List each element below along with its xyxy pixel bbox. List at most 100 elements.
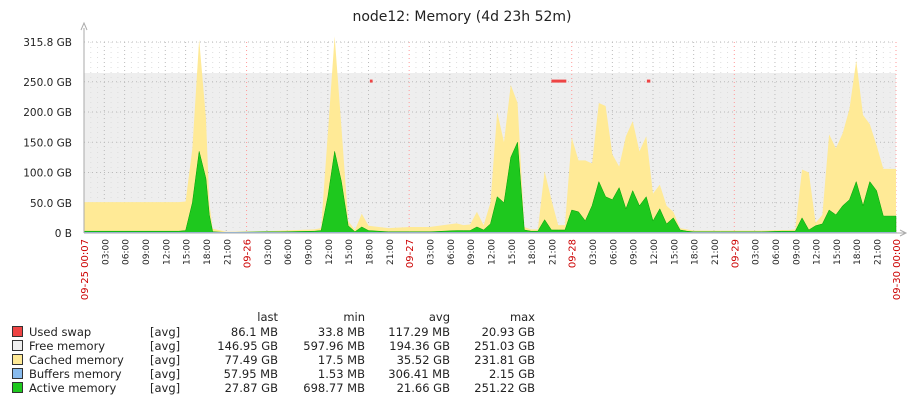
x-time-label: 03:00 xyxy=(101,239,111,265)
legend-fn: [avg] xyxy=(150,353,181,367)
legend-name: Buffers memory xyxy=(29,367,122,381)
legend-avg: 117.29 MB xyxy=(388,325,450,339)
x-time-label: 15:00 xyxy=(833,239,843,265)
legend-last: 146.95 GB xyxy=(217,339,278,353)
legend-avg: 306.41 MB xyxy=(388,367,450,381)
x-time-label: 06:00 xyxy=(772,239,782,265)
legend-last: 27.87 GB xyxy=(224,381,278,395)
x-time-label: 15:00 xyxy=(670,239,680,265)
x-time-label: 06:00 xyxy=(609,239,619,265)
y-tick-label: 0 B xyxy=(55,228,72,240)
used-swap-swatch xyxy=(12,326,23,337)
x-time-label: 21:00 xyxy=(386,239,396,265)
y-axis-arrow xyxy=(80,21,88,31)
x-time-label: 03:00 xyxy=(264,239,274,265)
x-axis: 09-25 00:07 03:00 06:00 09:00 12:00 15:00 18:0… xyxy=(80,229,908,300)
memory-chart: node12: Memory (4d 23h 52m) 315.8 GB 250.… xyxy=(23,9,908,300)
x-time-label: 09:00 xyxy=(792,239,802,265)
legend-row-cached-memory: Cached memory [avg] 77.49 GB 17.5 MB 35.… xyxy=(12,353,535,367)
x-time-label: 09:00 xyxy=(142,239,152,265)
legend-fn: [avg] xyxy=(150,381,181,395)
legend-header-min: min xyxy=(343,310,365,324)
x-time-label: 03:00 xyxy=(752,239,762,265)
legend-last: 86.1 MB xyxy=(230,325,278,339)
x-date-label: 09-25 00:07 xyxy=(80,239,91,300)
swap-marks xyxy=(369,79,651,83)
legend-header-last: last xyxy=(257,310,278,324)
x-time-label: 03:00 xyxy=(589,239,599,265)
active-memory-swatch xyxy=(12,382,23,393)
legend-max: 251.03 GB xyxy=(474,339,535,353)
legend-table: last min avg max Used swap [avg] 86.1 MB… xyxy=(12,310,535,395)
x-time-label: 21:00 xyxy=(711,239,721,265)
x-date-label: 09-28 xyxy=(568,239,579,268)
y-tick-label: 100.0 GB xyxy=(23,168,72,180)
x-date-label: 09-29 xyxy=(730,239,741,268)
x-time-label: 15:00 xyxy=(183,239,193,265)
x-time-label: 12:00 xyxy=(325,239,335,265)
x-time-label: 21:00 xyxy=(874,239,884,265)
x-time-label: 06:00 xyxy=(284,239,294,265)
x-time-label: 21:00 xyxy=(548,239,558,265)
legend-avg: 35.52 GB xyxy=(396,353,450,367)
y-tick-label: 50.0 GB xyxy=(30,198,72,210)
legend-header-avg: avg xyxy=(428,310,450,324)
legend-row-free-memory: Free memory [avg] 146.95 GB 597.96 MB 19… xyxy=(12,339,535,353)
y-tick-label: 250.0 GB xyxy=(23,77,72,89)
x-time-label: 21:00 xyxy=(223,239,233,265)
legend-max: 231.81 GB xyxy=(474,353,535,367)
used-swap-mark xyxy=(551,79,567,83)
x-date-label: 09-30 00:00 xyxy=(892,239,903,300)
x-time-label: 18:00 xyxy=(528,239,538,265)
legend-name: Used swap xyxy=(29,325,92,339)
legend-fn: [avg] xyxy=(150,325,181,339)
legend-avg: 194.36 GB xyxy=(389,339,450,353)
x-time-label: 15:00 xyxy=(508,239,518,265)
x-time-label: 09:00 xyxy=(630,239,640,265)
x-time-label: 15:00 xyxy=(345,239,355,265)
y-axis: 315.8 GB 250.0 GB 200.0 GB 150.0 GB 100.0 GB… xyxy=(23,21,88,240)
legend-last: 77.49 GB xyxy=(224,353,278,367)
legend-fn: [avg] xyxy=(150,339,181,353)
x-time-label: 18:00 xyxy=(853,239,863,265)
x-time-label: 12:00 xyxy=(650,239,660,265)
legend-min: 1.53 MB xyxy=(317,367,365,381)
legend-row-active-memory: Active memory [avg] 27.87 GB 698.77 MB 2… xyxy=(12,381,535,395)
x-time-label: 18:00 xyxy=(691,239,701,265)
x-axis-arrow xyxy=(899,229,908,237)
legend-max: 2.15 GB xyxy=(488,367,535,381)
legend-header-max: max xyxy=(509,310,535,324)
x-time-label: 12:00 xyxy=(487,239,497,265)
legend-name: Cached memory xyxy=(29,353,124,367)
legend-min: 597.96 MB xyxy=(303,339,365,353)
cached-memory-area xyxy=(84,36,896,233)
x-time-label: 06:00 xyxy=(447,239,457,265)
y-tick-label: 315.8 GB xyxy=(23,37,72,49)
legend-name: Free memory xyxy=(29,339,106,353)
legend-min: 17.5 MB xyxy=(317,353,365,367)
legend-max: 20.93 GB xyxy=(481,325,535,339)
y-tick-label: 200.0 GB xyxy=(23,107,72,119)
used-swap-mark xyxy=(369,79,373,83)
legend-last: 57.95 MB xyxy=(223,367,278,381)
x-time-label: 09:00 xyxy=(467,239,477,265)
legend-name: Active memory xyxy=(29,381,117,395)
buffers-memory-swatch xyxy=(12,368,23,379)
y-tick-label: 150.0 GB xyxy=(23,137,72,149)
legend-avg: 21.66 GB xyxy=(396,381,450,395)
legend-min: 698.77 MB xyxy=(303,381,365,395)
x-time-label: 18:00 xyxy=(203,239,213,265)
legend-row-used-swap: Used swap [avg] 86.1 MB 33.8 MB 117.29 M… xyxy=(12,325,535,339)
used-swap-mark xyxy=(646,79,651,83)
x-time-label: 12:00 xyxy=(813,239,823,265)
x-time-label: 09:00 xyxy=(305,239,315,265)
x-time-label: 06:00 xyxy=(122,239,132,265)
free-memory-swatch xyxy=(12,340,23,351)
legend-max: 251.22 GB xyxy=(474,381,535,395)
chart-title: node12: Memory (4d 23h 52m) xyxy=(352,9,571,25)
x-time-label: 18:00 xyxy=(366,239,376,265)
x-time-label: 03:00 xyxy=(426,239,436,265)
cached-memory-swatch xyxy=(12,354,23,365)
x-time-label: 12:00 xyxy=(162,239,172,265)
legend-row-buffers-memory: Buffers memory [avg] 57.95 MB 1.53 MB 30… xyxy=(12,367,535,381)
